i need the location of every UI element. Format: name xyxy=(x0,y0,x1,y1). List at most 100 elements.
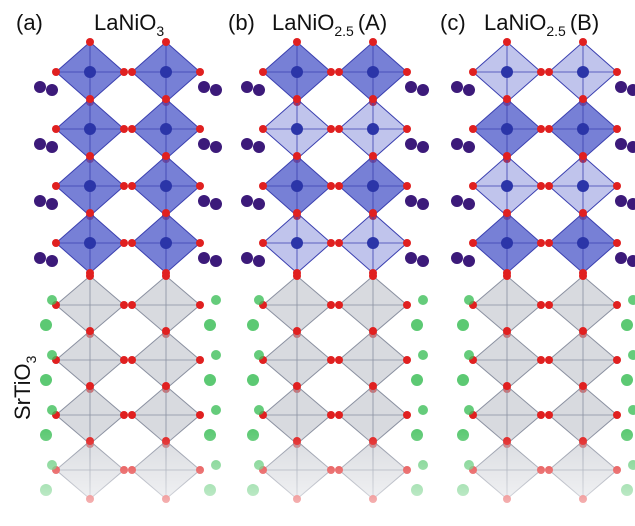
la-atom xyxy=(615,252,627,264)
ni-atom xyxy=(367,123,379,135)
la-atom xyxy=(34,252,46,264)
la-atom xyxy=(253,198,265,210)
ni-atom xyxy=(291,66,303,78)
sr-atom xyxy=(411,319,423,331)
panel-label: (a) xyxy=(16,10,43,35)
oxygen xyxy=(128,68,136,76)
la-atom xyxy=(253,84,265,96)
oxygen xyxy=(335,356,343,364)
oxygen xyxy=(196,182,204,190)
sr-atom xyxy=(464,405,474,415)
la-atom xyxy=(417,141,429,153)
oxygen xyxy=(196,301,204,309)
oxygen xyxy=(613,68,621,76)
sr-atom xyxy=(621,374,633,386)
oxygen xyxy=(579,38,587,46)
oxygen xyxy=(259,125,267,133)
oxygen xyxy=(86,152,94,160)
oxygen xyxy=(327,239,335,247)
oxygen xyxy=(503,327,511,335)
oxygen xyxy=(52,239,60,247)
oxygen xyxy=(196,239,204,247)
oxygen xyxy=(128,182,136,190)
oxygen xyxy=(537,125,545,133)
oxygen xyxy=(162,95,170,103)
la-atom xyxy=(451,138,463,150)
oxygen xyxy=(403,125,411,133)
formula: SrTiO xyxy=(10,363,35,420)
ni-atom xyxy=(84,66,96,78)
sr-atom xyxy=(211,295,221,305)
oxygen xyxy=(335,182,343,190)
panel-title: LaNiO3 xyxy=(94,10,164,39)
subscript: 3 xyxy=(23,355,39,363)
la-atom xyxy=(405,195,417,207)
la-atom xyxy=(241,252,253,264)
panel-title: LaNiO2.5(B) xyxy=(484,10,599,39)
oxygen xyxy=(52,125,60,133)
oxygen xyxy=(196,411,204,419)
oxygen xyxy=(613,125,621,133)
la-atom xyxy=(451,252,463,264)
oxygen xyxy=(196,356,204,364)
ni-atom xyxy=(577,180,589,192)
oxygen xyxy=(162,38,170,46)
oxygen xyxy=(403,182,411,190)
sr-atom xyxy=(204,319,216,331)
la-atom xyxy=(417,255,429,267)
la-atom xyxy=(627,255,635,267)
ni-atom xyxy=(291,180,303,192)
la-atom xyxy=(34,81,46,93)
oxygen xyxy=(503,95,511,103)
sr-atom xyxy=(254,295,264,305)
oxygen xyxy=(369,38,377,46)
sr-atom xyxy=(621,319,633,331)
ni-atom xyxy=(577,66,589,78)
oxygen xyxy=(537,301,545,309)
oxygen xyxy=(52,68,60,76)
oxygen xyxy=(545,301,553,309)
la-atom xyxy=(627,141,635,153)
oxygen xyxy=(86,382,94,390)
oxygen xyxy=(579,272,587,280)
substrate-label: SrTiO3 xyxy=(10,355,39,420)
fade-overlay xyxy=(0,430,635,526)
oxygen xyxy=(162,382,170,390)
oxygen xyxy=(369,95,377,103)
sr-atom xyxy=(204,374,216,386)
sr-atom xyxy=(411,374,423,386)
ni-atom xyxy=(501,123,513,135)
oxygen xyxy=(369,327,377,335)
la-atom xyxy=(463,198,475,210)
oxygen xyxy=(162,152,170,160)
oxygen xyxy=(327,411,335,419)
oxygen xyxy=(293,95,301,103)
oxygen xyxy=(293,38,301,46)
oxygen xyxy=(545,356,553,364)
oxygen xyxy=(613,356,621,364)
oxygen xyxy=(503,38,511,46)
la-atom xyxy=(253,141,265,153)
oxygen xyxy=(503,382,511,390)
oxygen xyxy=(162,272,170,280)
oxygen xyxy=(293,209,301,217)
la-atom xyxy=(463,141,475,153)
sr-atom xyxy=(40,374,52,386)
sr-atom xyxy=(211,350,221,360)
la-atom xyxy=(210,198,222,210)
la-atom xyxy=(210,255,222,267)
sr-atom xyxy=(457,374,469,386)
variant: (B) xyxy=(570,10,599,35)
sr-atom xyxy=(628,350,635,360)
oxygen xyxy=(293,327,301,335)
oxygen xyxy=(403,301,411,309)
sr-atom xyxy=(47,350,57,360)
oxygen xyxy=(86,327,94,335)
oxygen xyxy=(613,239,621,247)
oxygen xyxy=(369,209,377,217)
formula: LaNiO xyxy=(484,10,546,35)
ni-atom xyxy=(160,123,172,135)
oxygen xyxy=(120,301,128,309)
oxygen xyxy=(128,411,136,419)
oxygen xyxy=(545,68,553,76)
